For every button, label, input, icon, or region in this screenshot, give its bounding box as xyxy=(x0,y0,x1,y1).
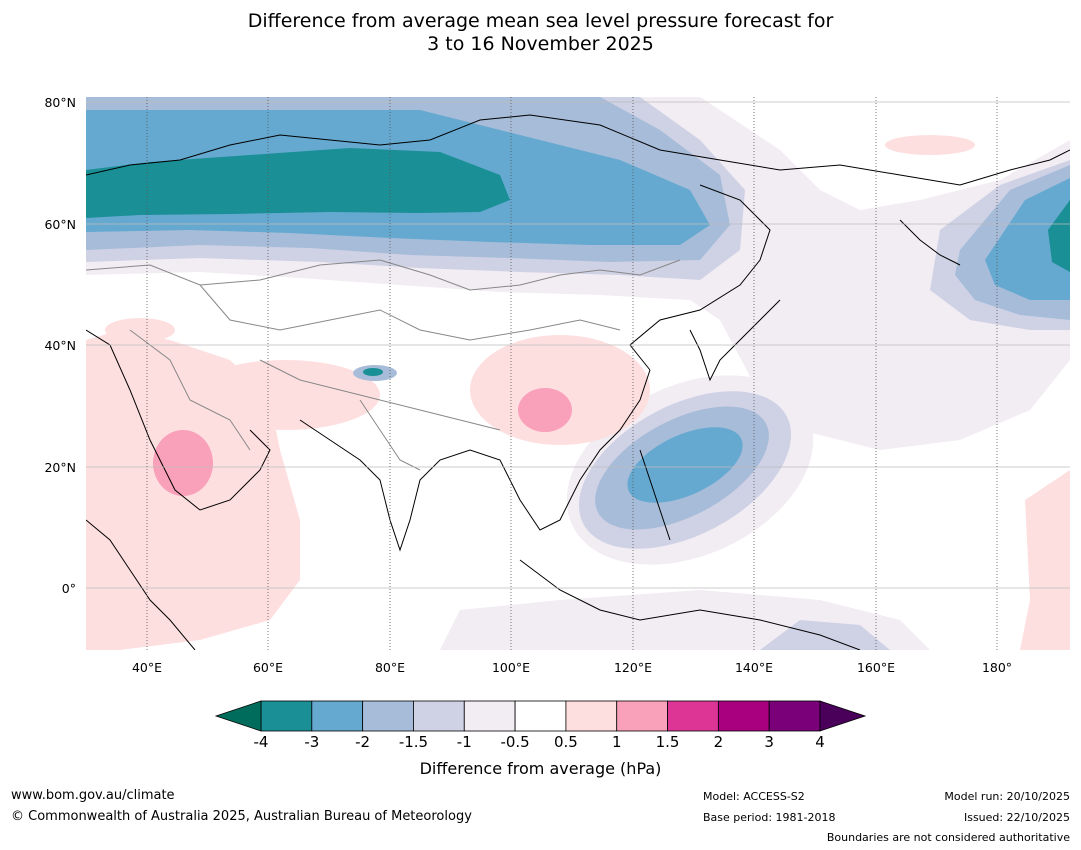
lat-label-0: 0° xyxy=(61,581,76,596)
colorbar-tick-label: -1 xyxy=(456,733,472,751)
footer-disclaimer: Boundaries are not considered authoritat… xyxy=(826,831,1070,844)
lon-label-80e: 80°E xyxy=(374,660,406,675)
footer-issued: Issued: 22/10/2025 xyxy=(963,811,1070,824)
anomaly-contour-pacific-neg-2 xyxy=(985,178,1070,300)
lon-label-120e: 120°E xyxy=(613,660,652,675)
anomaly-contour-neg-3 xyxy=(86,148,510,218)
lat-label-40n: 40°N xyxy=(44,338,76,353)
lat-label-80n: 80°N xyxy=(44,95,76,110)
colorbar-cell xyxy=(667,700,719,732)
anomaly-contour-pacific-neg-3 xyxy=(1048,200,1070,272)
anomaly-contour-iran-pos-0-5 xyxy=(190,360,380,430)
lon-label-100e: 100°E xyxy=(491,660,530,675)
colorbar-label: Difference from average (hPa) xyxy=(419,759,662,778)
colorbar-cell xyxy=(616,700,668,732)
title-line-1: Difference from average mean sea level p… xyxy=(247,10,834,32)
footer-website: www.bom.gov.au/climate xyxy=(11,788,175,803)
colorbar-cell xyxy=(311,700,364,732)
colorbar-tick-label: -4 xyxy=(253,733,269,751)
colorbar-tick-label: 1 xyxy=(611,733,622,751)
footer-base-period: Base period: 1981-2018 xyxy=(703,811,836,824)
colorbar-under-arrow xyxy=(214,700,262,732)
colorbar-cell xyxy=(717,700,770,732)
gridlines xyxy=(86,101,1070,589)
chart-title: Difference from average mean sea level p… xyxy=(0,10,1081,56)
anomaly-contour-wp-neg-2 xyxy=(627,427,743,503)
lon-label-160e: 160°E xyxy=(856,660,895,675)
anomaly-contour-siberia-pos-0-5 xyxy=(885,135,975,155)
colorbar-tick-label: -3 xyxy=(304,733,320,751)
footer-model-run: Model run: 20/10/2025 xyxy=(944,790,1070,803)
colorbar-tick-label: 1.5 xyxy=(655,733,680,751)
anomaly-contour-china-pos-1 xyxy=(518,388,572,432)
anomaly-contour-south-neg-1 xyxy=(760,620,890,650)
pressure-anomaly-map xyxy=(86,97,1070,650)
anomaly-contour-kazakh-pos-0-5 xyxy=(105,318,175,342)
colorbar-tick-label: 4 xyxy=(815,733,825,751)
colorbar-cell xyxy=(514,700,567,732)
footer-copyright: © Commonwealth of Australia 2025, Austra… xyxy=(11,809,472,824)
colorbar-cell xyxy=(260,700,313,732)
lon-label-180: 180° xyxy=(981,660,1013,675)
title-line-2: 3 to 16 November 2025 xyxy=(427,33,654,55)
lon-label-140e: 140°E xyxy=(734,660,773,675)
colorbar-cell xyxy=(463,700,516,732)
colorbar-cell xyxy=(565,700,618,732)
colorbar-cell xyxy=(768,700,821,732)
colorbar-cell xyxy=(413,700,465,732)
anomaly-contour-pacific-pos-0-5 xyxy=(1020,470,1070,650)
colorbar-tick-label: -0.5 xyxy=(500,733,530,751)
colorbar-tick-label: -1.5 xyxy=(398,733,429,751)
country-boundaries xyxy=(86,259,681,471)
footer-model: Model: ACCESS-S2 xyxy=(703,790,805,803)
lon-label-60e: 60°E xyxy=(252,660,284,675)
colorbar-tick-label: -2 xyxy=(355,733,371,751)
lon-label-40e: 40°E xyxy=(131,660,163,675)
colorbar-cell xyxy=(362,700,414,732)
colorbar-over-arrow xyxy=(819,700,867,732)
coastlines xyxy=(86,114,1070,650)
lat-label-60n: 60°N xyxy=(44,217,76,232)
colorbar xyxy=(214,700,867,732)
anomaly-contour-china-pos-0-5 xyxy=(470,335,650,445)
colorbar-tick-label: 3 xyxy=(764,733,774,751)
lat-label-20n: 20°N xyxy=(44,460,76,475)
meridians xyxy=(146,97,998,650)
colorbar-tick-label: 2 xyxy=(713,733,724,751)
anomaly-contour-himalaya-neg-core xyxy=(363,368,383,376)
anomaly-contour-arabia-pos-1 xyxy=(153,430,213,496)
colorbar-tick-label: 0.5 xyxy=(553,733,578,751)
